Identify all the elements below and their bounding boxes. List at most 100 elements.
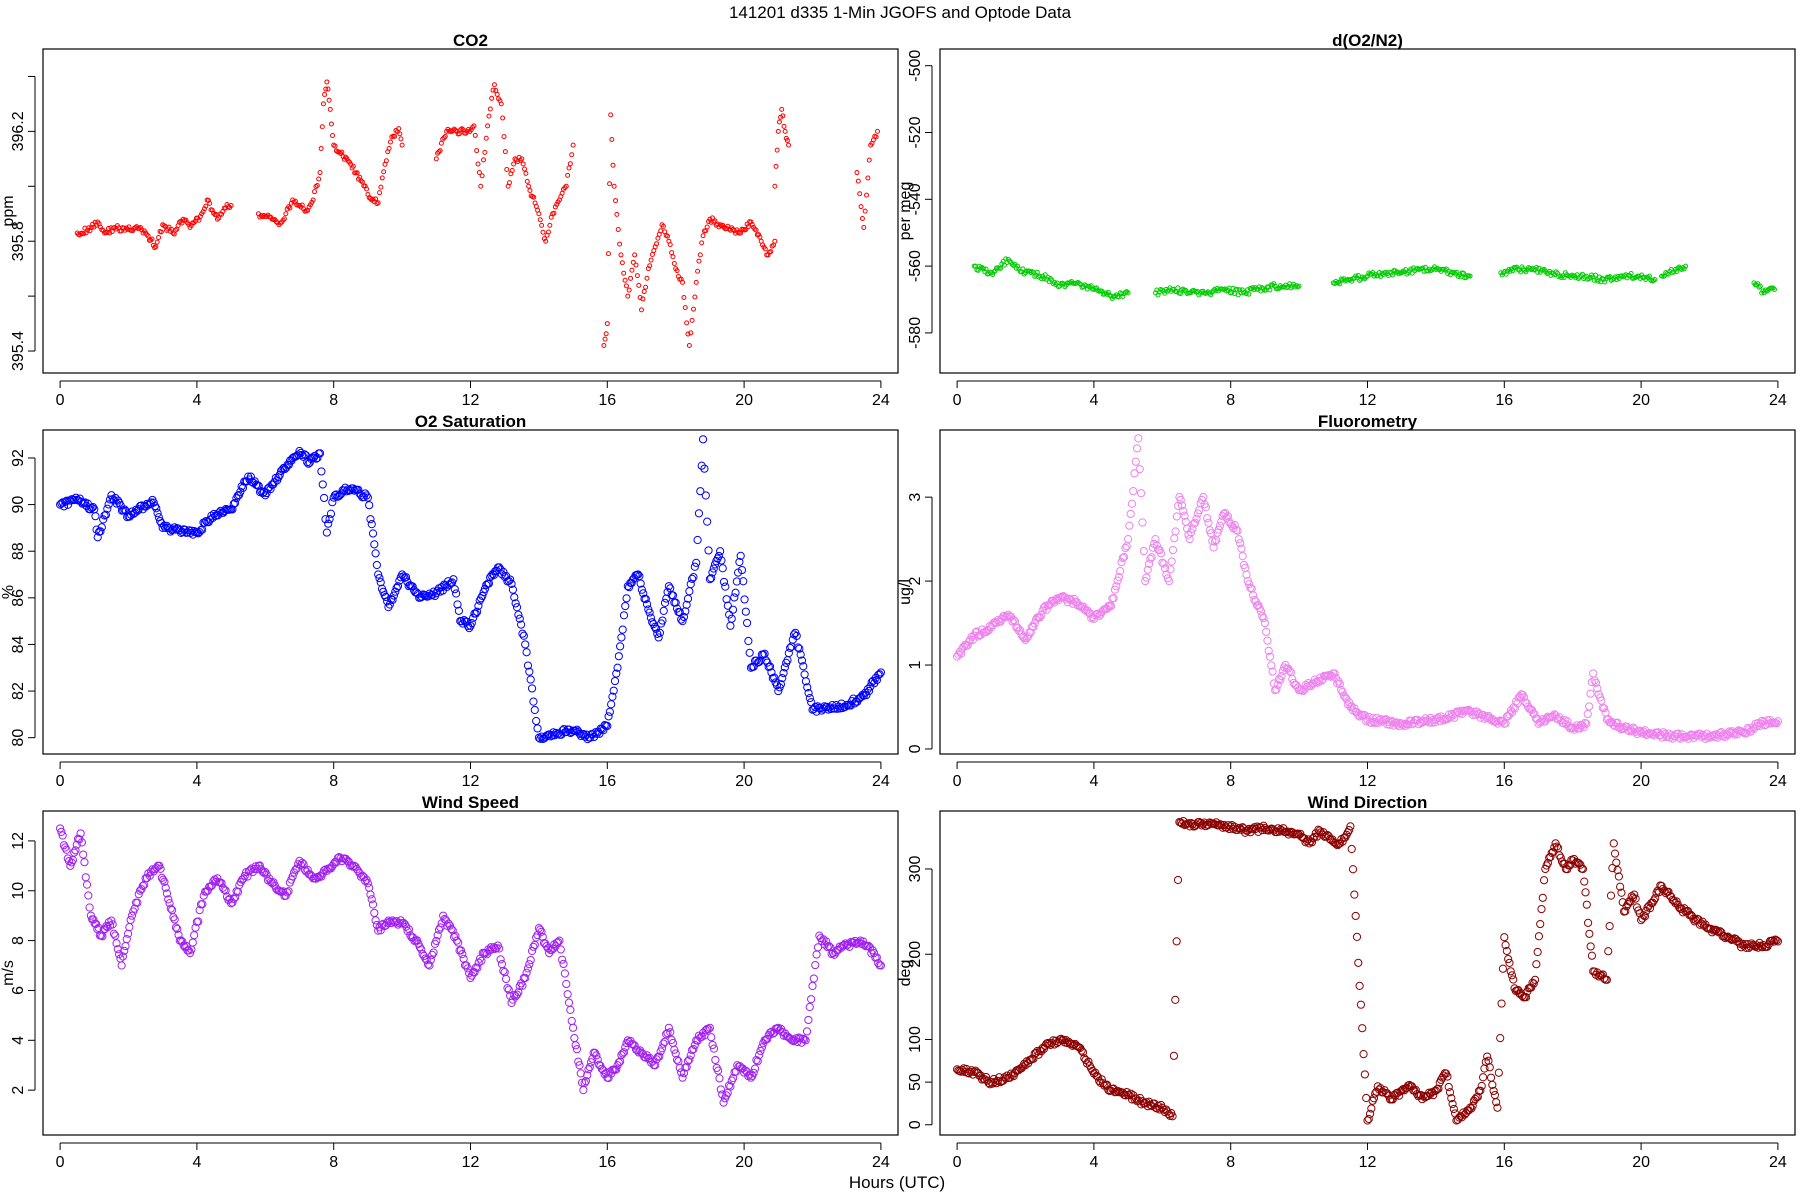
- data-point: [1616, 882, 1625, 891]
- data-point: [1722, 729, 1731, 738]
- data-point: [980, 266, 986, 272]
- data-point: [647, 263, 653, 269]
- data-point: [77, 838, 87, 847]
- data-point: [326, 509, 336, 518]
- data-point: [368, 900, 378, 909]
- data-point: [765, 662, 775, 671]
- data-point: [1132, 444, 1142, 453]
- data-point: [613, 198, 619, 204]
- data-point: [654, 241, 660, 247]
- data-point: [476, 170, 482, 176]
- data-point: [659, 606, 668, 615]
- data-point: [1498, 964, 1508, 973]
- data-point: [1773, 937, 1783, 946]
- data-point: [772, 183, 778, 189]
- y-axis-label: %: [0, 585, 17, 599]
- data-point: [714, 551, 723, 561]
- data-point: [1042, 605, 1051, 614]
- data-point: [634, 273, 640, 279]
- data-point: [531, 194, 537, 200]
- data-point: [188, 222, 194, 228]
- data-point: [1138, 1097, 1147, 1106]
- data-point: [332, 858, 341, 867]
- data-point: [609, 136, 615, 142]
- data-point: [325, 515, 334, 524]
- data-point: [517, 620, 526, 629]
- data-point: [1327, 671, 1337, 681]
- data-point: [1613, 718, 1622, 727]
- data-point: [159, 875, 168, 884]
- data-point: [319, 124, 325, 130]
- data-point: [1514, 264, 1520, 270]
- data-point: [744, 636, 753, 646]
- data-point: [1597, 274, 1603, 280]
- data-point: [225, 505, 234, 514]
- data-point: [94, 923, 103, 932]
- data-point: [527, 684, 537, 693]
- data-point: [191, 220, 197, 226]
- data-point: [137, 224, 143, 230]
- data-point: [1347, 702, 1356, 711]
- data-point: [375, 573, 384, 583]
- y-tick-label: -580: [907, 317, 924, 349]
- data-point: [1348, 865, 1358, 874]
- data-point: [723, 601, 732, 610]
- data-point: [452, 589, 461, 598]
- data-point: [745, 224, 751, 230]
- data-point: [1105, 289, 1111, 295]
- data-point: [576, 731, 586, 741]
- data-point: [1653, 886, 1662, 895]
- data-point: [1563, 717, 1572, 726]
- data-point: [1530, 710, 1539, 719]
- data-point: [404, 581, 413, 591]
- data-point: [558, 726, 567, 735]
- data-point: [523, 661, 533, 670]
- data-point: [562, 185, 568, 191]
- data-point: [874, 128, 880, 134]
- data-point: [504, 576, 513, 586]
- data-point: [540, 229, 546, 235]
- data-point: [1578, 721, 1587, 730]
- data-point: [523, 964, 533, 973]
- data-point: [120, 946, 129, 955]
- data-point: [1302, 837, 1311, 846]
- data-point: [690, 562, 699, 571]
- figure-xlabel: Hours (UTC): [849, 1173, 945, 1192]
- data-point: [983, 266, 989, 272]
- data-point: [698, 435, 708, 444]
- data-point: [72, 840, 81, 849]
- data-point: [678, 617, 687, 626]
- data-point: [442, 133, 448, 139]
- data-point: [1117, 558, 1126, 567]
- data-point: [492, 944, 501, 953]
- data-point: [1260, 618, 1270, 628]
- data-point: [1018, 632, 1027, 641]
- data-point: [97, 224, 103, 230]
- data-point: [786, 643, 795, 653]
- data-point: [637, 585, 647, 594]
- data-point: [463, 964, 472, 973]
- data-point: [757, 1043, 766, 1052]
- data-point: [1473, 1092, 1482, 1101]
- data-point: [444, 577, 453, 586]
- data-point: [610, 676, 620, 686]
- data-point: [1293, 283, 1299, 289]
- data-point: [1136, 489, 1146, 498]
- data-point: [689, 573, 698, 582]
- data-point: [958, 1065, 967, 1075]
- data-point: [426, 955, 435, 964]
- data-point: [1118, 553, 1127, 562]
- data-point: [1072, 1041, 1081, 1050]
- data-point: [515, 159, 521, 165]
- data-point: [301, 206, 307, 212]
- data-point: [157, 873, 166, 882]
- x-tick-label: 20: [1632, 773, 1650, 790]
- x-tick-label: 16: [598, 773, 616, 790]
- data-point: [622, 277, 628, 283]
- data-point: [1639, 911, 1648, 920]
- data-point: [648, 1057, 657, 1066]
- chart-title: Wind Speed: [422, 793, 519, 812]
- data-point: [708, 1040, 717, 1050]
- data-point: [618, 625, 627, 634]
